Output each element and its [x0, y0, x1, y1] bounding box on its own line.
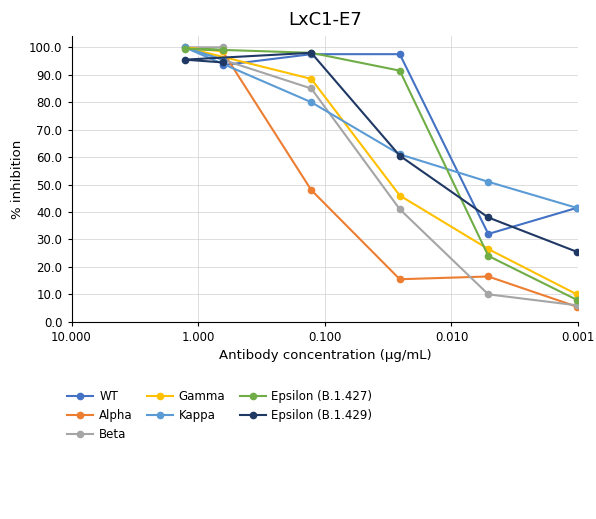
- Epsilon (B.1.427): [308, 50, 315, 56]
- Gamma: [308, 76, 315, 82]
- Alpha: [219, 48, 226, 54]
- Kappa: [308, 99, 315, 105]
- Epsilon (B.1.427): [396, 67, 403, 74]
- Alpha: [308, 187, 315, 193]
- Line: Kappa: Kappa: [181, 44, 580, 211]
- Beta: [308, 85, 315, 91]
- Epsilon (B.1.427): [219, 47, 226, 53]
- X-axis label: Antibody concentration (μg/mL): Antibody concentration (μg/mL): [219, 349, 431, 362]
- Epsilon (B.1.427): [181, 46, 188, 52]
- Epsilon (B.1.429): [573, 249, 581, 255]
- Title: LxC1-E7: LxC1-E7: [288, 11, 362, 29]
- Gamma: [181, 44, 188, 50]
- WT: [308, 51, 315, 57]
- Kappa: [181, 44, 188, 50]
- Legend: WT, Alpha, Beta, Gamma, Kappa, Epsilon (B.1.427), Epsilon (B.1.429): WT, Alpha, Beta, Gamma, Kappa, Epsilon (…: [67, 390, 372, 441]
- Kappa: [485, 179, 492, 185]
- Kappa: [396, 151, 403, 157]
- Gamma: [396, 193, 403, 199]
- Beta: [485, 291, 492, 297]
- Beta: [181, 44, 188, 50]
- WT: [573, 205, 581, 211]
- Beta: [396, 206, 403, 212]
- Line: Beta: Beta: [181, 44, 580, 308]
- Line: Epsilon (B.1.427): Epsilon (B.1.427): [181, 46, 580, 303]
- Line: Epsilon (B.1.429): Epsilon (B.1.429): [181, 50, 580, 255]
- WT: [396, 51, 403, 57]
- Epsilon (B.1.429): [485, 214, 492, 221]
- WT: [485, 231, 492, 237]
- Alpha: [396, 276, 403, 282]
- Kappa: [219, 57, 226, 63]
- Epsilon (B.1.429): [219, 59, 226, 65]
- WT: [219, 62, 226, 69]
- Epsilon (B.1.427): [485, 253, 492, 259]
- Alpha: [485, 274, 492, 280]
- Line: Alpha: Alpha: [219, 48, 580, 310]
- Gamma: [219, 48, 226, 54]
- Beta: [573, 302, 581, 308]
- Line: Gamma: Gamma: [181, 44, 580, 297]
- Y-axis label: % inhibition: % inhibition: [11, 140, 24, 218]
- Beta: [219, 44, 226, 50]
- Alpha: [573, 304, 581, 310]
- Epsilon (B.1.429): [181, 57, 188, 63]
- Epsilon (B.1.429): [396, 153, 403, 159]
- Kappa: [573, 205, 581, 211]
- Line: WT: WT: [219, 51, 580, 237]
- Gamma: [573, 291, 581, 297]
- Epsilon (B.1.427): [573, 297, 581, 303]
- Epsilon (B.1.429): [308, 50, 315, 56]
- Gamma: [485, 246, 492, 252]
